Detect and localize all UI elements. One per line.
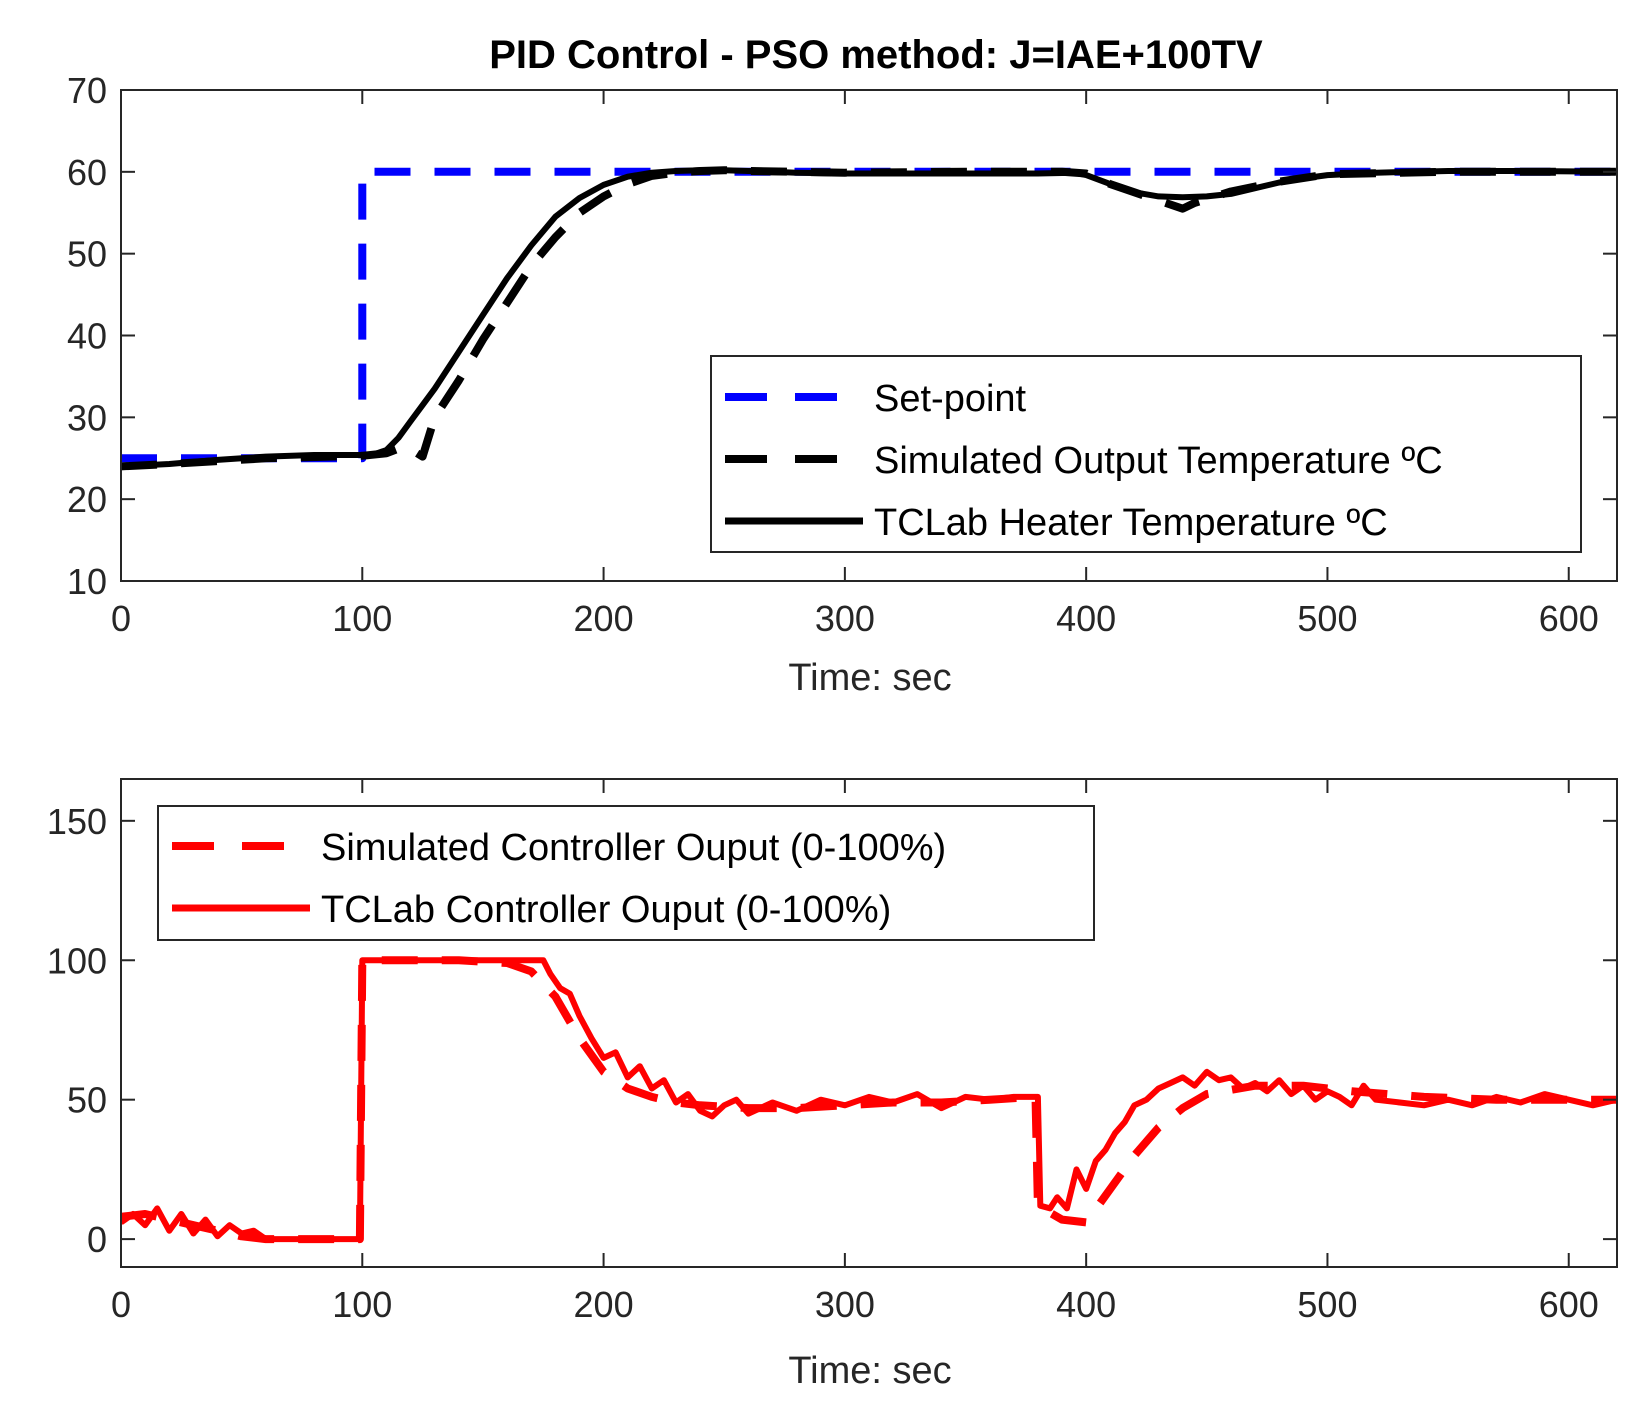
x-tick-label: 400 [1056, 1284, 1116, 1325]
controller-plot-area [121, 956, 1617, 1244]
x-tick-label: 100 [332, 1284, 392, 1325]
x-tick-label: 600 [1539, 1284, 1599, 1325]
x-axis-label: Time: sec [788, 1350, 951, 1392]
x-tick-label: 300 [815, 1284, 875, 1325]
y-tick-label: 0 [87, 1219, 107, 1260]
y-tick-label: 10 [67, 561, 107, 602]
y-tick-label: 70 [67, 70, 107, 111]
temperature-tick-labels: 0 100 200 300 400 500 600 10 20 30 40 50 60 70 [67, 70, 1599, 639]
x-axis-label: Time: sec [788, 657, 951, 699]
legend-entry-label: Simulated Controller Ouput (0-100%) [321, 827, 946, 869]
x-tick-label: 0 [111, 1284, 131, 1325]
y-tick-label: 40 [67, 316, 107, 357]
legend-entry-label: Simulated Output Temperature ºC [874, 440, 1443, 482]
controller-output-axes: 0 100 200 300 400 500 600 0 50 100 150 Time: sec S… [47, 778, 1618, 1392]
y-tick-label: 60 [67, 152, 107, 193]
controller-tick-labels: 0 100 200 300 400 500 600 0 50 100 150 [47, 801, 1599, 1325]
x-tick-label: 500 [1297, 1284, 1357, 1325]
x-tick-label: 200 [574, 1284, 634, 1325]
temperature-legend[interactable]: Set-point Simulated Output Temperature ºC… [710, 355, 1582, 553]
legend-entry-label: TCLab Controller Ouput (0-100%) [321, 889, 891, 931]
x-tick-label: 500 [1297, 598, 1357, 639]
x-tick-label: 100 [332, 598, 392, 639]
legend-entry-label: Set-point [874, 378, 1027, 420]
x-tick-label: 400 [1056, 598, 1116, 639]
x-tick-label: 0 [111, 598, 131, 639]
y-tick-label: 20 [67, 479, 107, 520]
legend-entry-label: TCLab Heater Temperature ºC [874, 502, 1388, 544]
controller-axes-box [120, 778, 1618, 1268]
y-tick-label: 150 [47, 801, 107, 842]
series-line-simulated-output-temperature-c [121, 166, 1617, 471]
chart-title: PID Control - PSO method: J=IAE+100TV [489, 33, 1263, 77]
series-line-tclab-heater-temperature-c [121, 167, 1617, 470]
x-tick-label: 200 [574, 598, 634, 639]
temperature-plot-area [121, 166, 1617, 471]
y-tick-label: 50 [67, 1080, 107, 1121]
x-tick-label: 600 [1539, 598, 1599, 639]
x-tick-label: 300 [815, 598, 875, 639]
legend-box [157, 805, 1095, 941]
series-line-tclab-controller-ouput-0-100 [121, 957, 1617, 1243]
controller-ticks [120, 779, 1617, 1267]
y-tick-label: 30 [67, 397, 107, 438]
y-tick-label: 50 [67, 234, 107, 275]
temperature-ticks [120, 89, 1617, 582]
controller-legend[interactable]: Simulated Controller Ouput (0-100%) TCLab… [157, 805, 1095, 941]
y-tick-label: 100 [47, 940, 107, 981]
